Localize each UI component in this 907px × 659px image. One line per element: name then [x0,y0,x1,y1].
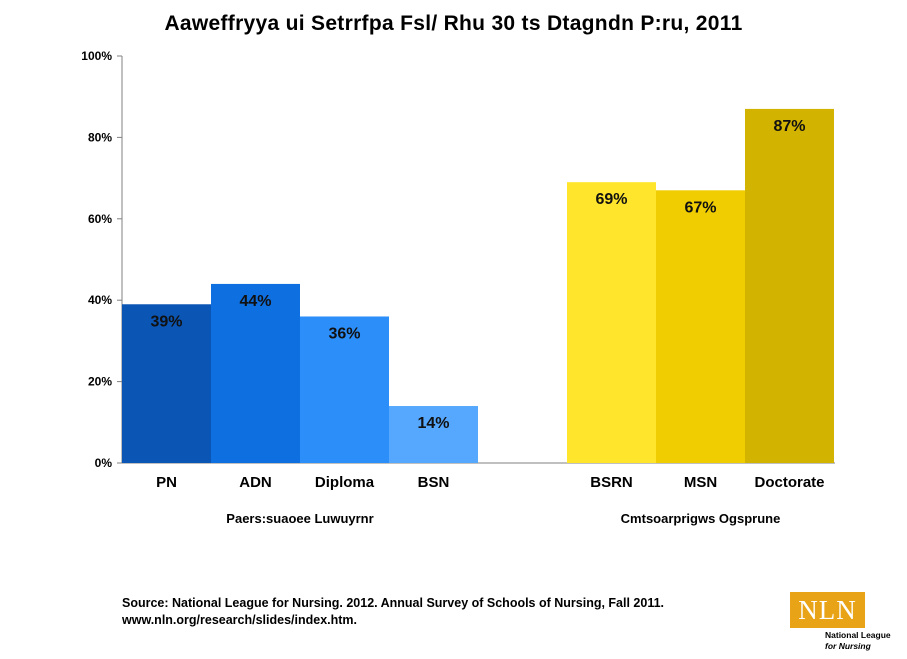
logo-text-line-2: for Nursing [825,641,871,651]
bar [656,190,745,463]
bar [389,406,478,463]
x-tick-label: BSRN [590,474,633,491]
bar [122,304,211,463]
data-label: 14% [417,415,449,432]
x-tick-label: ADN [239,474,272,491]
group-label: Cmtsoarprigws Ogsprune [621,511,781,526]
data-label: 44% [239,293,271,310]
data-label: 39% [150,313,182,330]
x-tick-label: Diploma [315,474,375,491]
bar [745,108,834,463]
y-tick-label: 40% [88,293,112,307]
nln-logo: NLN [790,592,865,628]
y-tick-label: 60% [88,212,112,226]
x-tick-label: MSN [684,474,717,491]
y-tick-label: 100% [81,49,112,63]
chart-title: Aaweffryya ui Setrrfpa Fsl/ Rhu 30 ts Dt… [164,12,743,35]
y-tick-label: 0% [95,456,113,470]
data-label: 36% [328,325,360,342]
bar [567,182,656,464]
bar [300,316,389,463]
x-tick-label: Doctorate [754,474,824,491]
source-line-1: Source: National League for Nursing. 201… [122,596,665,610]
data-label: 69% [595,191,627,208]
data-label: 67% [684,199,716,216]
group-label: Paers:suaoee Luwuyrnr [226,511,373,526]
y-tick-label: 80% [88,130,112,144]
logo-text-line-1: National League [825,630,891,640]
data-label: 87% [773,118,805,135]
source-line-2: www.nln.org/research/slides/index.htm. [122,613,358,627]
x-tick-label: PN [156,474,177,491]
x-tick-label: BSN [418,474,450,491]
bar [211,283,300,463]
y-tick-label: 20% [88,375,112,389]
